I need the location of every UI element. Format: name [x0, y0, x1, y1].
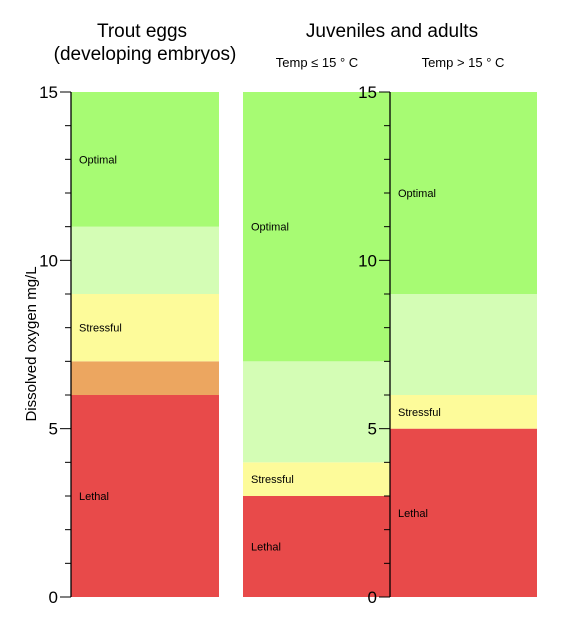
band-col2-0	[390, 428, 537, 597]
y-axis-label: Dissolved oxygen mg/L	[23, 266, 40, 421]
band-label-col2-1: Stressful	[398, 407, 441, 419]
band-col0-1	[71, 361, 219, 395]
band-col0-3	[71, 226, 219, 294]
band-col1-1	[243, 462, 390, 496]
y-tick-label-1-5: 5	[368, 420, 377, 439]
y-tick-label-0-15: 15	[39, 83, 58, 102]
y-tick-label-0-10: 10	[39, 251, 58, 270]
group-title-juveniles: Juveniles and adults	[306, 21, 478, 42]
bands-layer: Lethal Stressful Optimal Lethal Stressful Opt…	[71, 92, 537, 597]
band-col1-3	[243, 92, 390, 362]
band-col1-0	[243, 496, 390, 597]
band-label-col1-3: Optimal	[251, 222, 289, 234]
y-tick-label-0-5: 5	[49, 420, 58, 439]
band-label-col2-3: Optimal	[398, 188, 436, 200]
band-label-col0-2: Stressful	[79, 323, 122, 335]
axes-layer: 0 5 10 15 0 5 10 15	[39, 83, 391, 607]
band-col1-2	[243, 361, 390, 463]
band-label-col2-0: Lethal	[398, 508, 428, 520]
band-col0-4	[71, 92, 219, 227]
band-label-col1-1: Stressful	[251, 474, 294, 486]
y-tick-label-1-10: 10	[358, 251, 377, 270]
group-title-eggs-line-2: (developing embryos)	[54, 44, 237, 65]
y-tick-label-1-15: 15	[358, 83, 377, 102]
column-subtitle-cool: Temp ≤ 15 ° C	[276, 55, 358, 70]
band-col2-2	[390, 294, 537, 395]
band-col2-3	[390, 92, 537, 294]
band-label-col1-0: Lethal	[251, 542, 281, 554]
band-col0-2	[71, 294, 219, 362]
band-col0-0	[71, 395, 219, 597]
group-title-eggs-line-1: Trout eggs	[97, 21, 187, 42]
y-tick-label-0-0: 0	[49, 588, 58, 607]
column-subtitle-warm: Temp > 15 ° C	[422, 55, 505, 70]
band-label-col0-4: Optimal	[79, 154, 117, 166]
y-tick-label-1-0: 0	[368, 588, 377, 607]
band-label-col0-0: Lethal	[79, 491, 109, 503]
band-col2-1	[390, 395, 537, 429]
